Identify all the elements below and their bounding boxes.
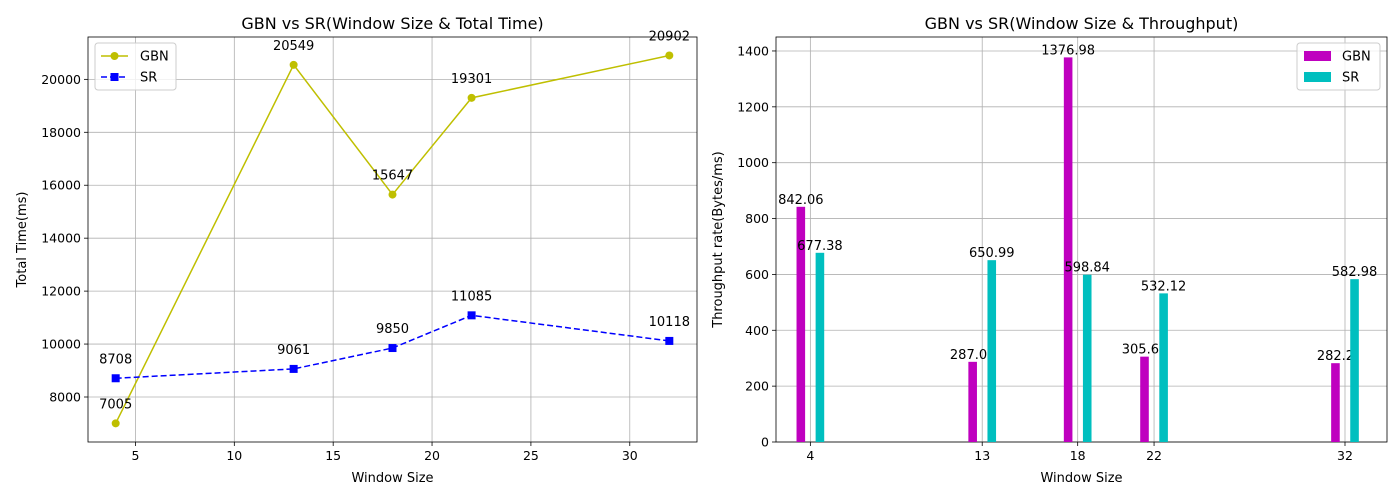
- x-tick-label: 15: [325, 448, 341, 463]
- bar-label-sr: 532.12: [1141, 279, 1187, 294]
- data-point-sr: [665, 336, 674, 345]
- data-label-gbn: 19301: [451, 72, 492, 87]
- x-tick-label: 4: [806, 448, 814, 463]
- legend-label-sr: SR: [140, 71, 157, 86]
- data-label-gbn: 20549: [273, 39, 314, 54]
- bar-gbn: [1331, 363, 1340, 442]
- bar-label-gbn: 842.06: [778, 193, 824, 208]
- total-time-line-chart: 5 10 15 20 25 30 8000 10000 12000 14000 16000 18000…: [15, 14, 698, 486]
- y-tick-label: 800: [745, 211, 769, 226]
- data-point-gbn: [665, 51, 674, 60]
- legend: GBN SR: [94, 42, 177, 91]
- y-tick-label: 12000: [41, 284, 81, 299]
- x-tick-label: 10: [226, 448, 242, 463]
- throughput-bar-chart: 4 13 18 22 32 0 200 400 600 800 1000 1200 1400 GBN vs…: [711, 14, 1388, 486]
- y-tick-label: 1000: [737, 155, 769, 170]
- x-tick-label: 32: [1337, 448, 1353, 463]
- bar-sr: [987, 260, 997, 442]
- chart-title: GBN vs SR(Window Size & Total Time): [241, 14, 543, 33]
- x-tick-label: 30: [622, 448, 638, 463]
- y-tick-label: 0: [761, 435, 769, 450]
- bar-sr: [815, 252, 825, 442]
- data-label-sr: 11085: [451, 289, 492, 304]
- legend-swatch-gbn: [1304, 51, 1331, 61]
- y-tick-label: 200: [745, 379, 769, 394]
- y-tick-label: 600: [745, 267, 769, 282]
- bar-sr: [1350, 279, 1359, 442]
- x-axis-label: Window Size: [1040, 471, 1122, 486]
- y-tick-label: 14000: [41, 231, 81, 246]
- bar-gbn: [968, 361, 977, 442]
- data-label-gbn: 20902: [649, 29, 690, 44]
- bar-label-sr: 598.84: [1064, 261, 1110, 276]
- bar-label-sr: 677.38: [797, 239, 843, 254]
- legend-label-sr: SR: [1342, 71, 1359, 86]
- data-point-gbn: [111, 419, 120, 428]
- y-axis-label: Total Time(ms): [15, 192, 30, 289]
- data-point-sr: [467, 311, 476, 320]
- y-axis-label: Throughput rate(Bytes/ms): [711, 151, 726, 329]
- y-tick-label: 10000: [41, 337, 81, 352]
- y-tick-label: 1400: [737, 43, 769, 58]
- y-tick-label: 400: [745, 323, 769, 338]
- bar-sr: [1082, 274, 1092, 442]
- legend-marker-gbn: [110, 52, 119, 60]
- x-tick-label: 22: [1146, 448, 1162, 463]
- y-tick-label: 20000: [41, 72, 81, 87]
- bar-label-gbn: 282.2: [1317, 349, 1354, 364]
- x-axis-label: Window Size: [351, 471, 433, 486]
- data-label-gbn: 15647: [372, 169, 413, 184]
- legend-label-gbn: GBN: [140, 50, 169, 65]
- x-tick-label: 18: [1070, 448, 1086, 463]
- plot-frame: [87, 36, 698, 443]
- plot-frame: [775, 36, 1388, 443]
- bar-label-sr: 650.99: [969, 246, 1015, 261]
- x-tick-label: 5: [131, 448, 139, 463]
- bar-label-gbn: 287.05: [950, 348, 996, 363]
- x-tick-label: 20: [424, 448, 440, 463]
- data-point-gbn: [388, 190, 397, 199]
- legend: GBN SR: [1296, 42, 1381, 91]
- y-tick-label: 1200: [737, 99, 769, 114]
- series-line-gbn: [115, 54, 670, 424]
- legend-swatch-sr: [1304, 72, 1331, 82]
- data-label-gbn: 7005: [99, 397, 132, 412]
- data-point-sr: [388, 344, 397, 353]
- bar-sr: [1159, 293, 1168, 442]
- chart-title: GBN vs SR(Window Size & Throughput): [925, 14, 1239, 33]
- x-tick-label: 13: [974, 448, 990, 463]
- legend-label-gbn: GBN: [1342, 50, 1371, 65]
- data-label-sr: 10118: [649, 315, 690, 330]
- data-label-sr: 8708: [99, 352, 132, 367]
- data-point-gbn: [289, 60, 298, 69]
- data-point-sr: [111, 374, 120, 383]
- x-tick-label: 25: [523, 448, 539, 463]
- bar-label-gbn: 1376.98: [1041, 43, 1095, 58]
- legend-marker-sr: [110, 73, 119, 81]
- bar-label-gbn: 305.61: [1122, 343, 1168, 358]
- data-point-sr: [289, 364, 298, 373]
- data-point-gbn: [467, 93, 476, 102]
- y-tick-label: 18000: [41, 125, 81, 140]
- bar-gbn: [1063, 57, 1073, 443]
- bar-gbn: [796, 206, 806, 442]
- y-tick-label: 8000: [49, 390, 81, 405]
- bar-label-sr: 582.98: [1332, 265, 1378, 280]
- y-tick-label: 16000: [41, 178, 81, 193]
- data-label-sr: 9061: [277, 343, 310, 358]
- bar-gbn: [1140, 356, 1149, 442]
- data-label-sr: 9850: [376, 322, 409, 337]
